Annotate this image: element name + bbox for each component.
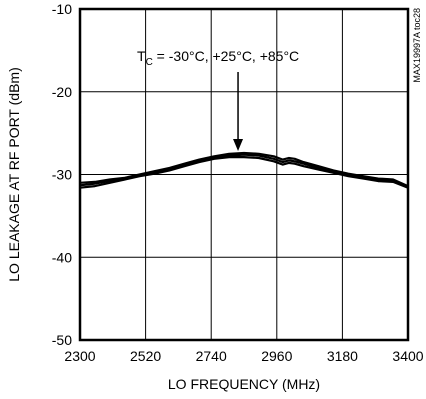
temperature-annotation: TC = -30°C, +25°C, +85°C [137,48,299,68]
y-tick-label: -40 [52,249,72,265]
annotation-main: T [137,48,146,64]
x-tick-label: 3180 [327,348,358,364]
annotation-subscript: C [146,57,153,68]
plot-frame [78,7,410,342]
x-tick-label: 2740 [196,348,227,364]
tick-labels: 2300 2520 2740 2960 3180 3400 -10 -20 -30 -40 -50 [52,1,424,364]
part-number-watermark: MAX19997A toc28 [412,8,422,83]
annotation-rest: = -30°C, +25°C, +85°C [153,48,299,64]
y-tick-label: -10 [52,1,72,17]
x-tick-label: 3400 [392,348,423,364]
series-line-2 [79,156,409,189]
y-tick-label: -50 [52,332,72,348]
x-tick-label: 2300 [64,348,95,364]
y-axis-label: LO LEAKAGE AT RF PORT (dBm) [6,67,22,281]
x-axis-label: LO FREQUENCY (MHz) [168,376,320,392]
annotation-arrowhead [233,138,244,151]
series-line-1 [79,153,409,188]
y-tick-label: -20 [52,84,72,100]
x-tick-label: 2960 [261,348,292,364]
series-layer [79,151,409,189]
y-tick-label: -30 [52,167,72,183]
x-tick-label: 2520 [130,348,161,364]
